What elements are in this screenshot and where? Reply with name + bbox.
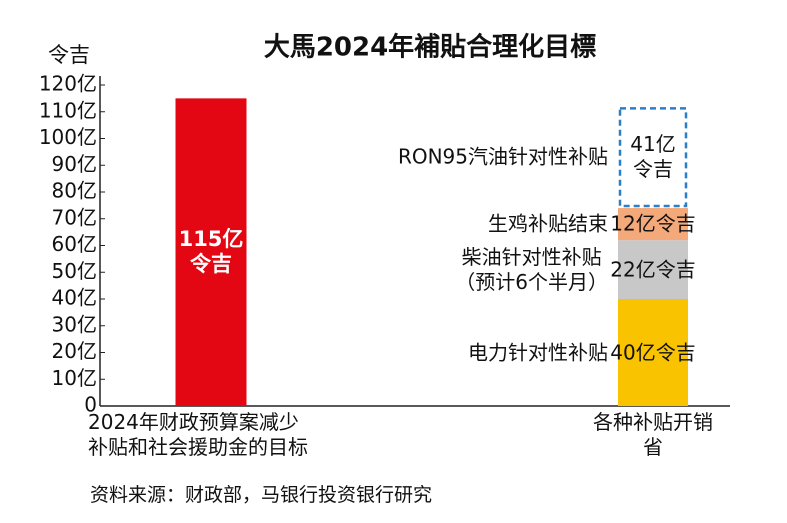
bar-segment	[618, 107, 688, 208]
y-tick-label: 60亿	[52, 232, 97, 256]
source: 资料来源：财政部，马银行投资银行研究	[90, 484, 433, 506]
x-tick-label: 2024年财政预算案减少 补贴和社会援助金的目标	[88, 410, 308, 459]
y-unit-label: 令吉	[48, 43, 90, 67]
bar-segment	[175, 98, 247, 406]
y-tick-label: 90亿	[52, 152, 97, 176]
bar-segment	[618, 240, 688, 299]
y-tick-label: 10亿	[52, 366, 97, 390]
y-tick-label: 80亿	[52, 179, 97, 203]
chart-title: 大馬2024年補貼合理化目標	[264, 32, 596, 63]
y-tick-label: 50亿	[52, 259, 97, 283]
y-tick-label: 40亿	[52, 286, 97, 310]
y-tick-label: 0	[84, 393, 97, 417]
y-tick-label: 110亿	[39, 98, 97, 122]
value-label: 22亿令吉	[610, 257, 696, 282]
segment-name: 生鸡补贴结束	[488, 211, 608, 236]
value-label: 12亿令吉	[610, 211, 696, 236]
value-label: 41亿 令吉	[630, 132, 676, 182]
y-tick-label: 100亿	[39, 125, 97, 149]
y-tick-label: 120亿	[39, 72, 97, 96]
segment-name: 电力针对性补贴	[468, 340, 608, 364]
segment-name: 柴油针对性补贴 （预计6个半月）	[455, 244, 608, 294]
y-tick-label: 30亿	[52, 312, 97, 336]
value-label: 115亿 令吉	[178, 227, 244, 277]
value-label: 40亿令吉	[610, 340, 696, 364]
bar-segment	[618, 208, 688, 241]
y-tick-label: 70亿	[52, 205, 97, 229]
segment-name: RON95汽油针对性补贴	[397, 144, 608, 169]
y-tick-label: 20亿	[52, 339, 97, 363]
x-tick-label: 各种补贴开销省	[593, 410, 713, 459]
bar-segment	[618, 299, 688, 406]
